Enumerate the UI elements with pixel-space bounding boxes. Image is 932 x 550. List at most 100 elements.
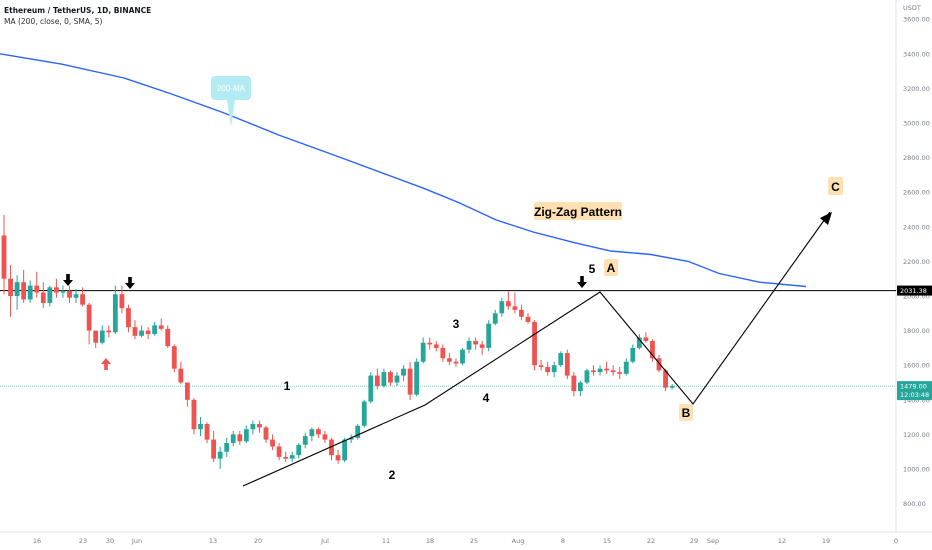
candle-body[interactable]	[165, 328, 171, 347]
candle-body[interactable]	[420, 342, 426, 362]
candle-body[interactable]	[132, 327, 138, 336]
candle-body[interactable]	[617, 372, 623, 374]
candle-body[interactable]	[460, 349, 465, 364]
candle-body[interactable]	[99, 330, 105, 343]
candle-body[interactable]	[211, 439, 216, 459]
zigzag-trendline[interactable]	[242, 211, 831, 487]
candle-body[interactable]	[93, 330, 99, 343]
candle-body[interactable]	[158, 325, 164, 329]
candle-body[interactable]	[479, 344, 485, 348]
candle-body[interactable]	[289, 455, 295, 459]
candle-body[interactable]	[388, 372, 393, 383]
candle-body[interactable]	[368, 375, 374, 402]
candle-body[interactable]	[394, 375, 400, 383]
candle-body[interactable]	[40, 292, 46, 303]
candle-body[interactable]	[636, 337, 642, 348]
candle-body[interactable]	[630, 347, 636, 362]
candle-body[interactable]	[545, 366, 551, 373]
candle-body[interactable]	[322, 434, 328, 440]
candle-body[interactable]	[538, 365, 544, 367]
candle-body[interactable]	[126, 308, 131, 328]
candle-body[interactable]	[185, 382, 190, 400]
candle-body[interactable]	[47, 287, 53, 303]
candle-body[interactable]	[191, 399, 197, 430]
candle-body[interactable]	[21, 282, 27, 300]
candle-body[interactable]	[656, 358, 662, 371]
candle-body[interactable]	[466, 340, 472, 350]
candle-body[interactable]	[643, 337, 649, 341]
candle-body[interactable]	[14, 282, 20, 296]
candle-body[interactable]	[139, 330, 144, 336]
candle-body[interactable]	[505, 301, 511, 307]
candle-body[interactable]	[447, 358, 452, 362]
candle-body[interactable]	[54, 287, 59, 293]
candle-body[interactable]	[335, 455, 341, 461]
candle-body[interactable]	[80, 294, 85, 305]
candle-body[interactable]	[60, 290, 66, 293]
candle-body[interactable]	[302, 436, 308, 445]
candle-body[interactable]	[669, 386, 675, 388]
candle-body[interactable]	[342, 439, 347, 461]
candle-body[interactable]	[224, 443, 230, 452]
candle-body[interactable]	[564, 353, 570, 376]
candle-body[interactable]	[551, 365, 557, 373]
candle-body[interactable]	[86, 304, 92, 331]
candle-body[interactable]	[610, 370, 616, 373]
candle-body[interactable]	[204, 424, 210, 440]
candle-body[interactable]	[407, 368, 413, 395]
candle-body[interactable]	[532, 321, 537, 366]
candle-body[interactable]	[414, 361, 420, 395]
candle-body[interactable]	[473, 340, 478, 345]
candle-body[interactable]	[492, 313, 498, 324]
candle-body[interactable]	[106, 330, 112, 333]
candle-body[interactable]	[1, 235, 7, 279]
candle-body[interactable]	[348, 437, 354, 440]
candle-body[interactable]	[73, 294, 79, 298]
candle-body[interactable]	[591, 370, 596, 373]
candle-body[interactable]	[178, 368, 184, 383]
indicator-legend[interactable]: MA (200, close, 0, SMA, 5)	[4, 17, 103, 26]
candle-body[interactable]	[257, 424, 262, 428]
candle-body[interactable]	[243, 429, 249, 442]
candle-body[interactable]	[650, 340, 655, 359]
candle-body[interactable]	[316, 429, 321, 435]
candle-body[interactable]	[67, 290, 72, 298]
candle-body[interactable]	[112, 294, 118, 333]
ma-200-line[interactable]	[0, 53, 807, 288]
candle-body[interactable]	[171, 346, 177, 369]
candle-body[interactable]	[296, 444, 302, 456]
candle-body[interactable]	[217, 451, 223, 459]
candle-body[interactable]	[499, 301, 505, 314]
candle-body[interactable]	[427, 342, 433, 345]
candle-body[interactable]	[361, 401, 367, 426]
candle-body[interactable]	[558, 353, 564, 366]
candle-body[interactable]	[512, 306, 518, 310]
candle-body[interactable]	[152, 325, 158, 335]
candle-body[interactable]	[27, 285, 33, 300]
candle-body[interactable]	[374, 375, 380, 386]
candle-body[interactable]	[263, 427, 269, 440]
candle-body[interactable]	[355, 425, 361, 438]
candle-body[interactable]	[401, 368, 406, 376]
candle-body[interactable]	[453, 361, 459, 364]
candle-body[interactable]	[663, 370, 668, 388]
candle-body[interactable]	[440, 347, 446, 359]
candle-body[interactable]	[276, 446, 282, 457]
candle-body[interactable]	[486, 323, 492, 348]
candle-body[interactable]	[230, 434, 236, 444]
candle-body[interactable]	[519, 309, 524, 317]
candle-body[interactable]	[597, 368, 603, 373]
candle-body[interactable]	[283, 456, 289, 459]
candle-body[interactable]	[8, 278, 13, 296]
candle-body[interactable]	[119, 294, 125, 309]
candle-body[interactable]	[250, 424, 256, 430]
candle-body[interactable]	[623, 361, 629, 374]
candle-body[interactable]	[433, 344, 439, 348]
candle-body[interactable]	[578, 382, 583, 392]
candle-body[interactable]	[584, 370, 590, 383]
candle-body[interactable]	[198, 424, 203, 430]
candle-body[interactable]	[525, 316, 531, 322]
candle-body[interactable]	[381, 372, 387, 386]
price-axis[interactable]	[896, 0, 932, 550]
